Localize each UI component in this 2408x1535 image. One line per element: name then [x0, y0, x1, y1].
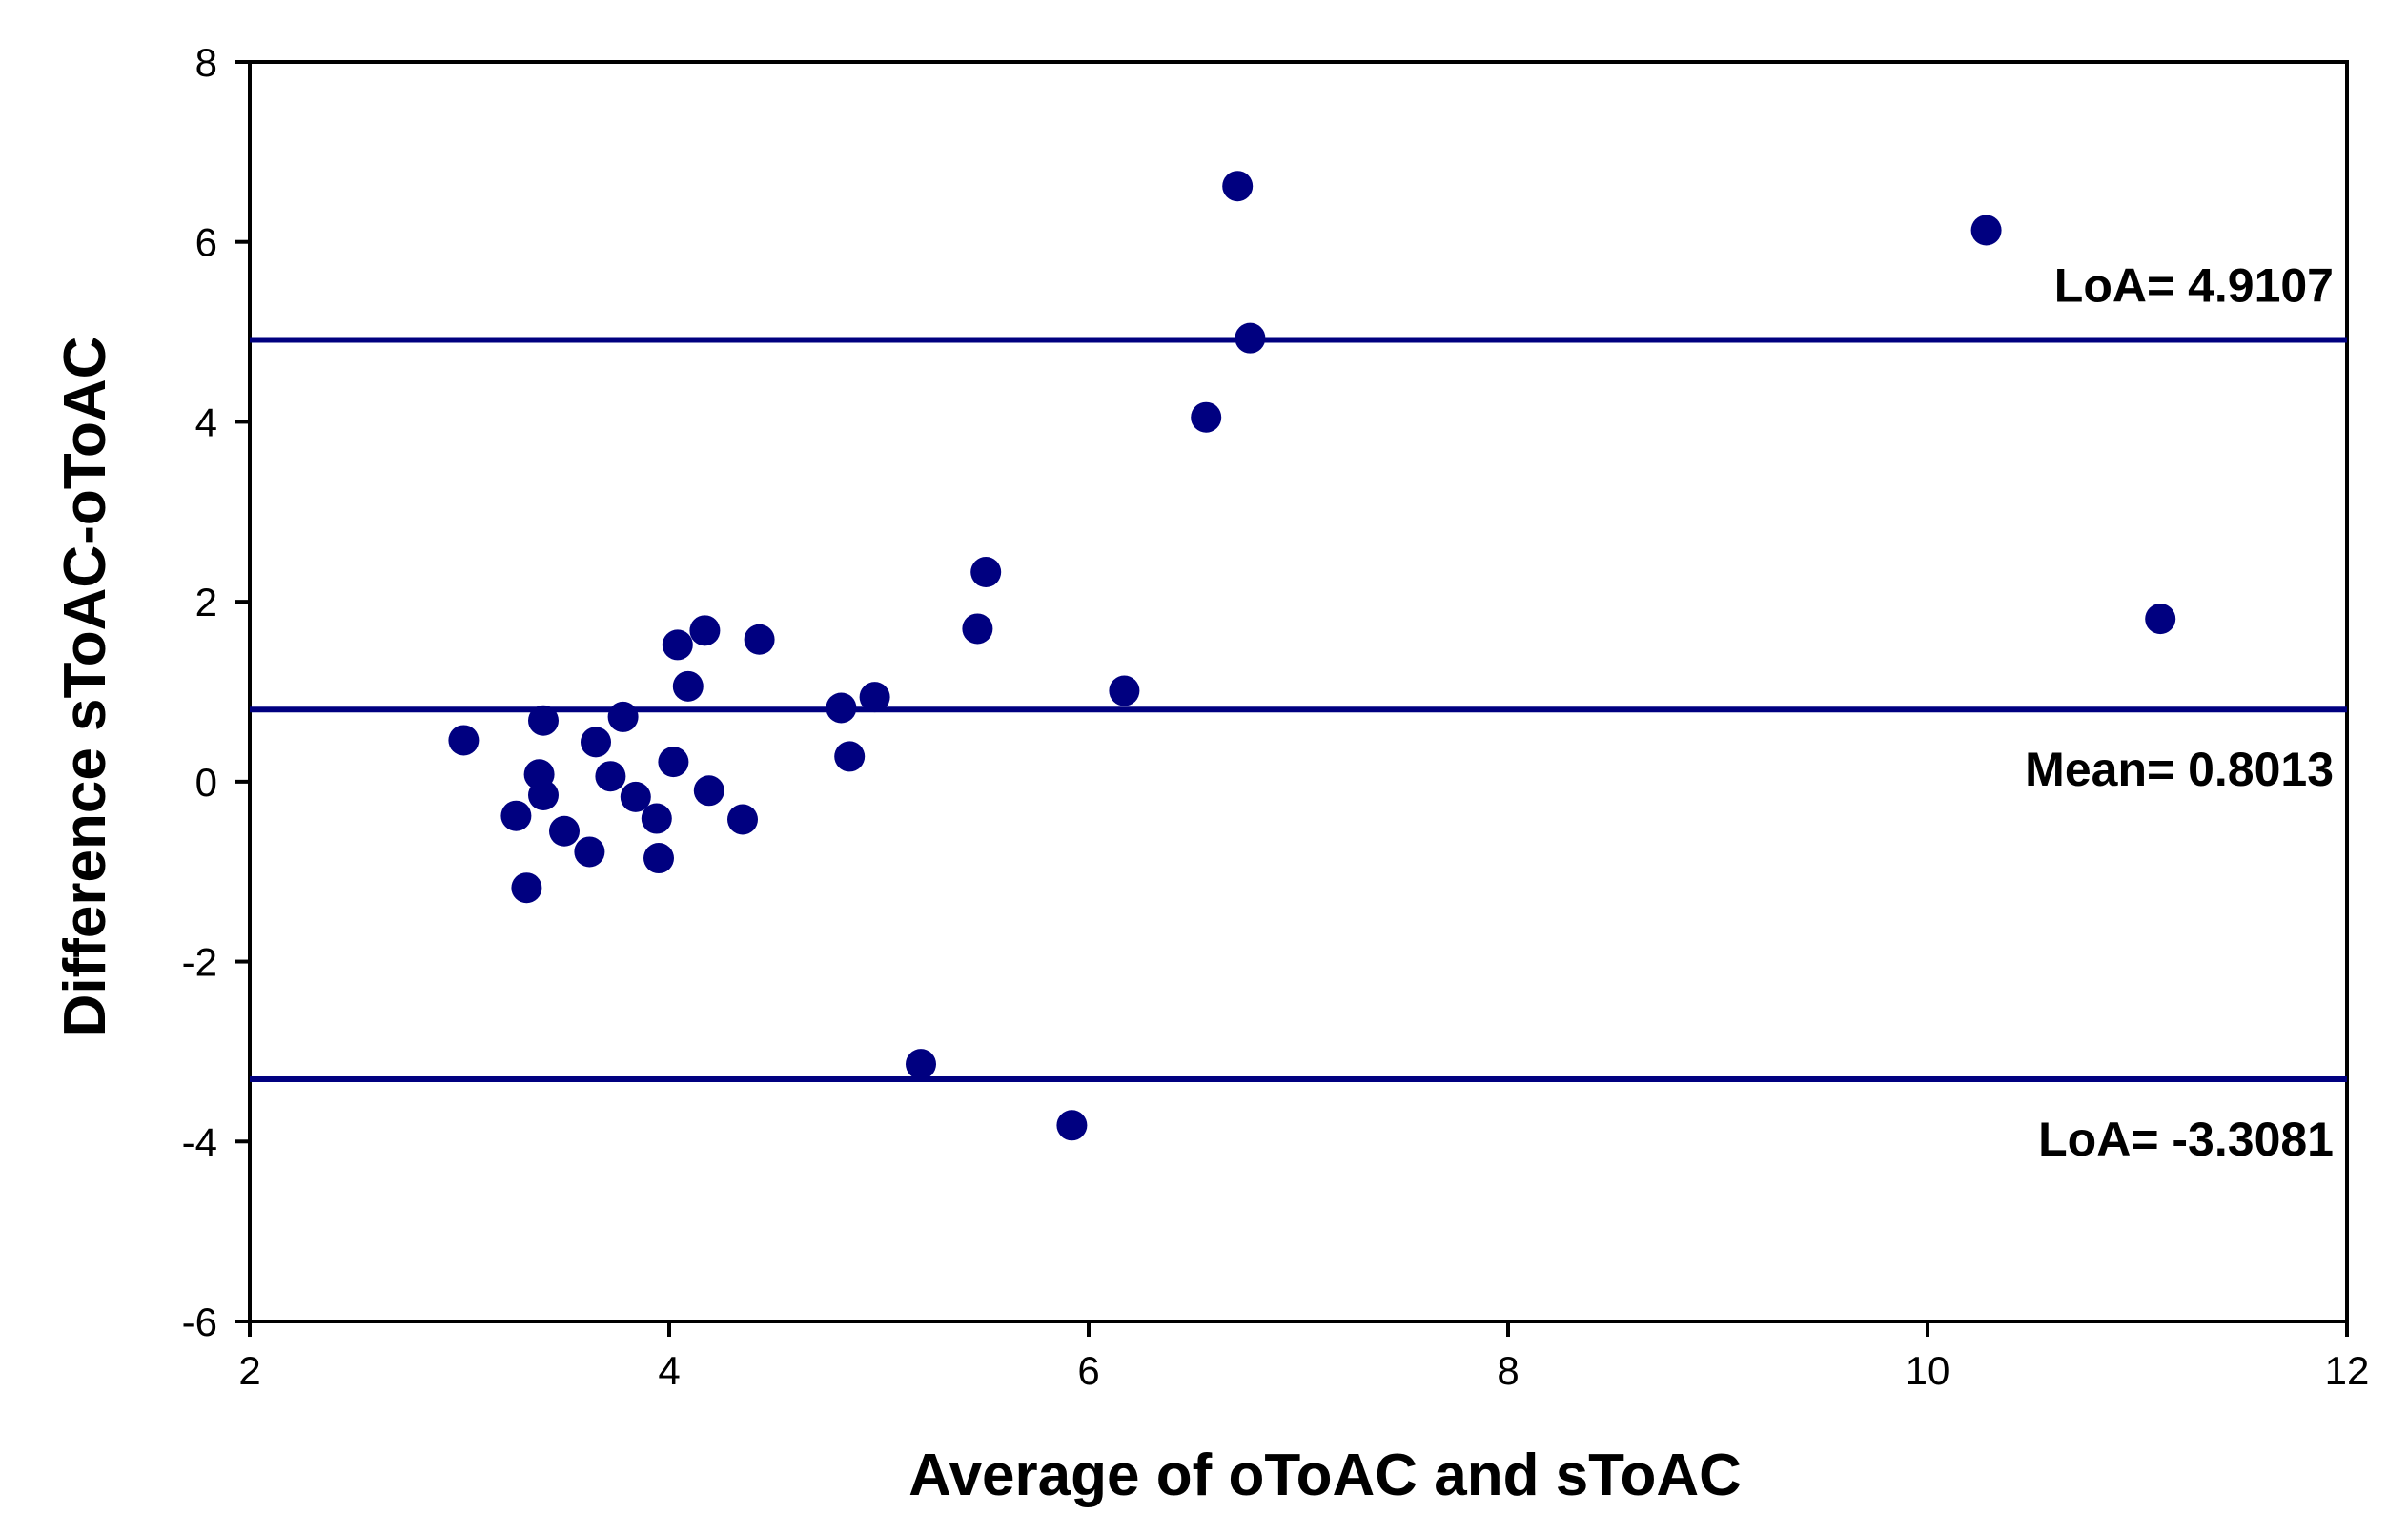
x-tick-label: 8 [1497, 1348, 1519, 1393]
data-point [511, 872, 542, 904]
data-point [672, 670, 704, 702]
data-point [528, 705, 559, 736]
data-point [744, 624, 775, 655]
x-tick-label: 2 [238, 1348, 260, 1393]
lower-loa-label: LoA= -3.3081 [2038, 1113, 2334, 1166]
data-point [595, 761, 626, 792]
data-point [549, 815, 580, 847]
data-point [528, 780, 559, 811]
x-axis-title: Average of oToAC and sToAC [908, 1443, 1742, 1508]
upper-loa-label: LoA= 4.9107 [2054, 258, 2334, 312]
data-point [620, 781, 651, 812]
plot-border [248, 60, 2349, 1323]
data-point [906, 1049, 936, 1080]
data-point [1970, 215, 2002, 246]
y-axis-ticks: -6 -4 -2 0 2 4 6 8 [182, 40, 250, 1344]
y-tick-label: -6 [182, 1300, 217, 1344]
reference-line-labels: LoA= 4.9107 Mean= 0.8013 LoA= -3.3081 [2025, 258, 2334, 1166]
reference-lines [250, 337, 2347, 1082]
data-point [693, 775, 724, 807]
y-tick-label: -2 [182, 940, 217, 985]
data-point [1109, 675, 1140, 706]
data-point [1222, 171, 1254, 202]
data-point [641, 803, 672, 834]
mean-label: Mean= 0.8013 [2025, 743, 2334, 796]
x-tick-label: 12 [2325, 1348, 2370, 1393]
x-tick-label: 10 [1906, 1348, 1950, 1393]
data-point [727, 804, 758, 835]
data-point [834, 741, 866, 772]
data-point [1235, 322, 1266, 354]
data-point [574, 836, 605, 868]
data-point [1056, 1110, 1088, 1141]
data-point [662, 629, 693, 661]
y-tick-label: 4 [195, 399, 217, 444]
y-tick-label: 6 [195, 220, 217, 265]
data-point [970, 557, 1002, 588]
y-tick-label: 8 [195, 40, 217, 85]
y-tick-label: -4 [182, 1119, 217, 1164]
data-point [581, 727, 611, 758]
data-point [448, 725, 480, 756]
data-point [607, 701, 639, 732]
data-point [859, 682, 890, 713]
data-point [500, 800, 532, 831]
x-axis-ticks: 2 4 6 8 10 12 [238, 1321, 2369, 1393]
data-point [962, 613, 993, 645]
x-tick-label: 6 [1077, 1348, 1099, 1393]
y-axis-title: Difference sToAC-oToAC [52, 337, 118, 1037]
plot-frame [248, 60, 2349, 1323]
data-point [826, 692, 857, 724]
data-point [2145, 604, 2176, 635]
y-tick-label: 0 [195, 760, 217, 805]
x-tick-label: 4 [658, 1348, 680, 1393]
data-point [689, 615, 721, 646]
data-point [643, 843, 674, 874]
data-point [658, 747, 689, 778]
data-point [1191, 401, 1222, 433]
y-tick-label: 2 [195, 580, 217, 624]
data-points [448, 171, 2176, 1141]
